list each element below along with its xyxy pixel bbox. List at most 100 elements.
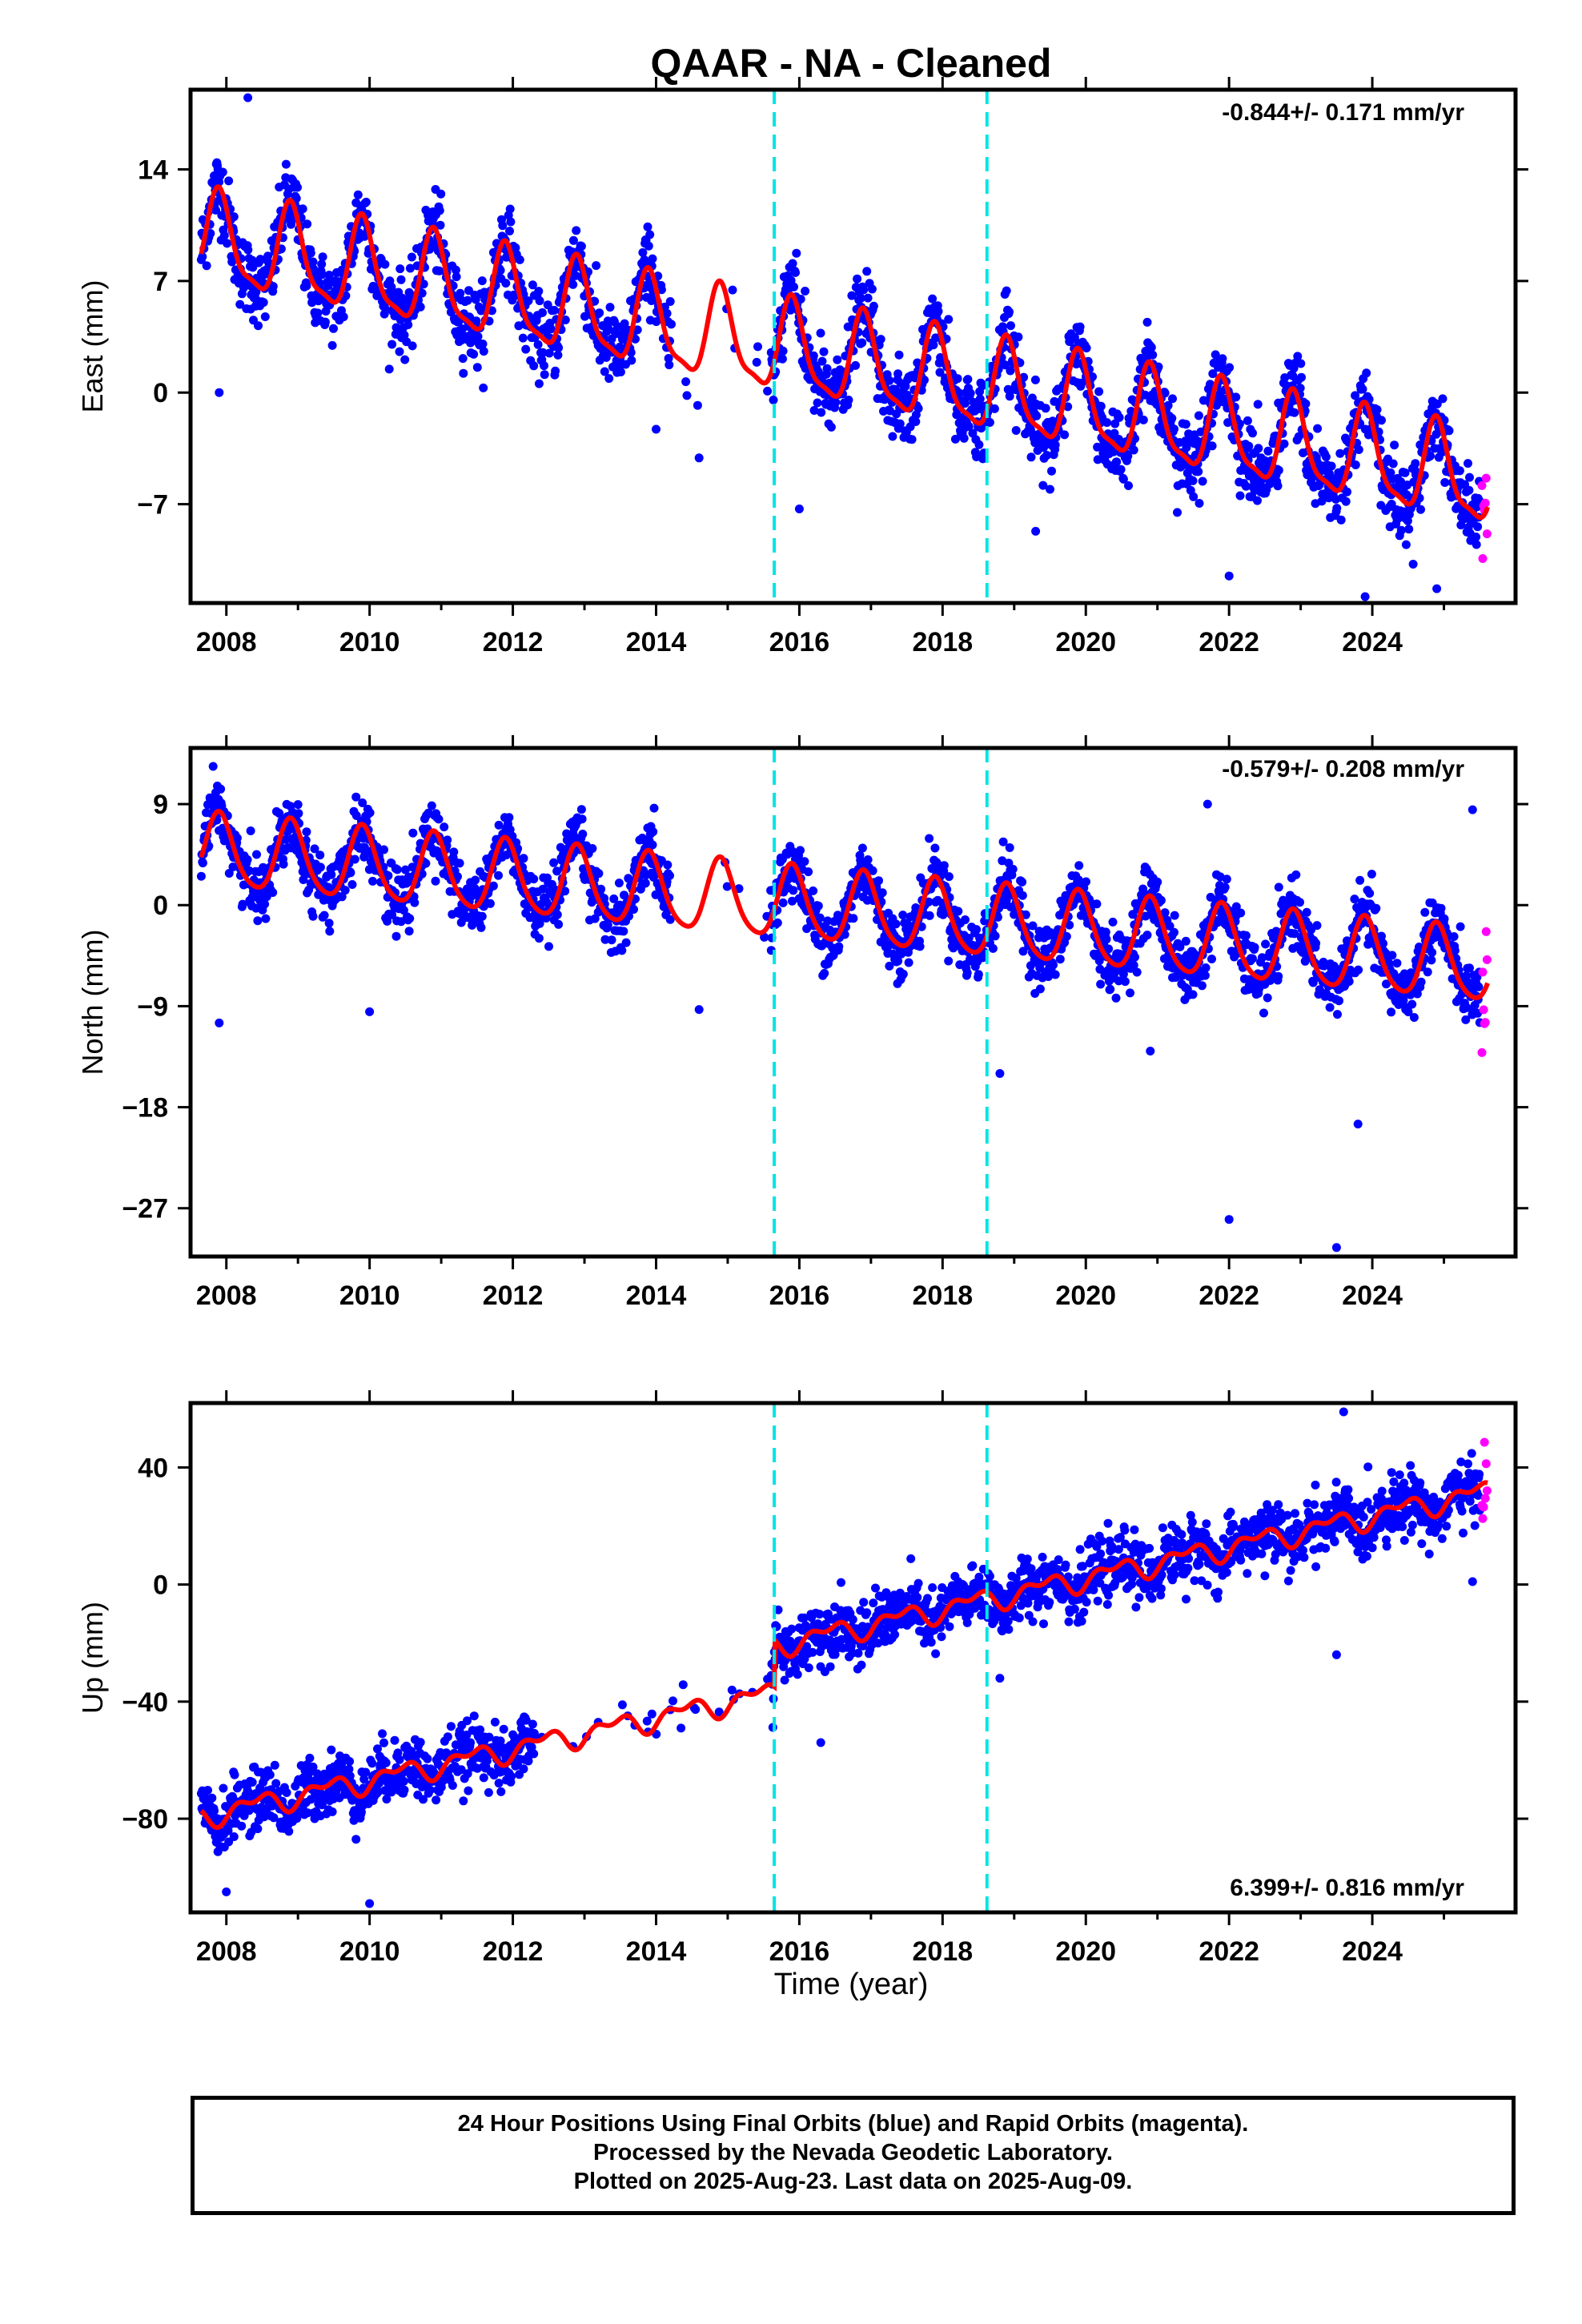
east-final-point — [256, 255, 266, 264]
east-final-point — [1188, 476, 1198, 485]
east-final-point — [1465, 472, 1474, 482]
east-final-point — [859, 285, 869, 295]
east-final-point — [408, 341, 417, 351]
north-final-point — [1130, 952, 1139, 962]
east-final-point — [1167, 413, 1177, 423]
east-final-point — [693, 400, 702, 410]
north-final-point — [1170, 911, 1179, 920]
north-final-point — [1302, 907, 1311, 917]
east-final-point — [1094, 387, 1104, 396]
north-rate-label: -0.579+/- 0.208 mm/yr — [1222, 756, 1464, 782]
east-final-point — [459, 368, 468, 378]
north-final-point — [789, 886, 798, 895]
north-final-point — [823, 916, 833, 926]
east-final-point — [1050, 440, 1060, 450]
east-final-point — [964, 422, 974, 431]
east-final-point — [384, 364, 394, 374]
panel-east: 2008 2010 2012 2014 2016 2018 2020 2022 20241470… — [76, 77, 1528, 657]
north-final-point — [368, 876, 377, 886]
east-final-point — [538, 308, 547, 317]
north-rapid-point — [1479, 1005, 1488, 1015]
north-final-point — [538, 884, 548, 894]
north-final-point — [1474, 982, 1484, 991]
east-final-point — [1218, 354, 1227, 364]
north-final-point — [1436, 903, 1446, 913]
east-y-tick-label: −7 — [137, 490, 168, 521]
north-final-point — [663, 860, 673, 870]
north-final-point — [904, 958, 913, 967]
north-final-point — [1295, 898, 1304, 907]
east-final-point — [1077, 378, 1086, 388]
north-final-point — [1005, 843, 1014, 852]
north-final-point — [1355, 875, 1365, 885]
east-final-point — [1472, 533, 1481, 541]
north-final-point — [351, 792, 361, 802]
east-final-point — [777, 354, 787, 364]
north-final-point — [1387, 1007, 1396, 1017]
north-x-tick-label: 2018 — [913, 1281, 974, 1311]
east-final-point — [259, 298, 268, 308]
east-final-point — [469, 349, 479, 359]
east-final-point — [473, 332, 483, 341]
panels-group: 2008 2010 2012 2014 2016 2018 2020 2022 20241470… — [76, 77, 1528, 1967]
east-final-point — [801, 287, 810, 296]
east-final-point — [263, 251, 273, 261]
east-final-point — [595, 308, 604, 318]
north-final-point — [552, 910, 562, 919]
east-final-point — [533, 340, 543, 349]
north-rapid-point — [1477, 1047, 1487, 1057]
north-final-point — [1065, 920, 1074, 930]
east-final-point — [913, 404, 923, 413]
north-final-point — [891, 919, 901, 929]
up-final-point — [210, 1806, 219, 1815]
east-final-point — [632, 325, 642, 335]
up-final-point — [237, 1821, 247, 1831]
east-final-point — [1327, 461, 1336, 471]
east-final-point — [605, 303, 615, 312]
east-model-curve — [199, 184, 1490, 521]
north-final-point — [974, 970, 983, 979]
north-final-point — [1420, 907, 1430, 917]
north-final-point — [1092, 899, 1102, 909]
east-final-point — [534, 379, 544, 388]
north-final-point — [609, 894, 619, 903]
north-final-point — [549, 858, 559, 867]
north-final-point — [1156, 895, 1166, 905]
east-final-point — [959, 433, 969, 443]
up-final-point — [207, 1793, 217, 1803]
east-final-point — [1472, 540, 1481, 549]
east-final-point — [1243, 416, 1252, 425]
north-final-point — [535, 919, 544, 928]
east-final-point — [1198, 476, 1207, 486]
north-x-tick-label: 2020 — [1055, 1281, 1116, 1311]
east-final-point — [665, 297, 675, 306]
east-final-point — [1396, 477, 1406, 486]
east-final-point — [600, 367, 609, 376]
up-final-point — [423, 1754, 432, 1763]
east-final-point — [1088, 372, 1097, 381]
east-final-point — [1274, 465, 1283, 475]
east-final-point — [822, 364, 832, 373]
east-outlier-point — [243, 93, 253, 103]
north-outlier-point — [1203, 799, 1212, 809]
north-final-point — [319, 911, 329, 920]
east-rapid-point — [1481, 473, 1491, 483]
north-final-point — [404, 927, 414, 936]
north-final-point — [1008, 864, 1018, 874]
east-final-point — [1335, 448, 1345, 458]
north-final-point — [1126, 988, 1134, 998]
north-final-point — [238, 899, 247, 909]
north-final-point — [455, 858, 464, 868]
east-x-tick-label: 2022 — [1199, 627, 1259, 657]
east-final-point — [662, 308, 672, 318]
north-final-point — [302, 827, 311, 837]
up-final-point — [327, 1745, 336, 1755]
north-final-point — [1427, 955, 1436, 965]
up-final-point — [253, 1824, 263, 1834]
north-final-point — [410, 898, 420, 907]
east-outlier-point — [1432, 584, 1442, 593]
east-x-tick-label: 2018 — [913, 627, 974, 657]
north-final-point — [1153, 877, 1162, 887]
east-final-point — [1114, 412, 1124, 422]
north-y-tick-label: 0 — [153, 891, 168, 921]
